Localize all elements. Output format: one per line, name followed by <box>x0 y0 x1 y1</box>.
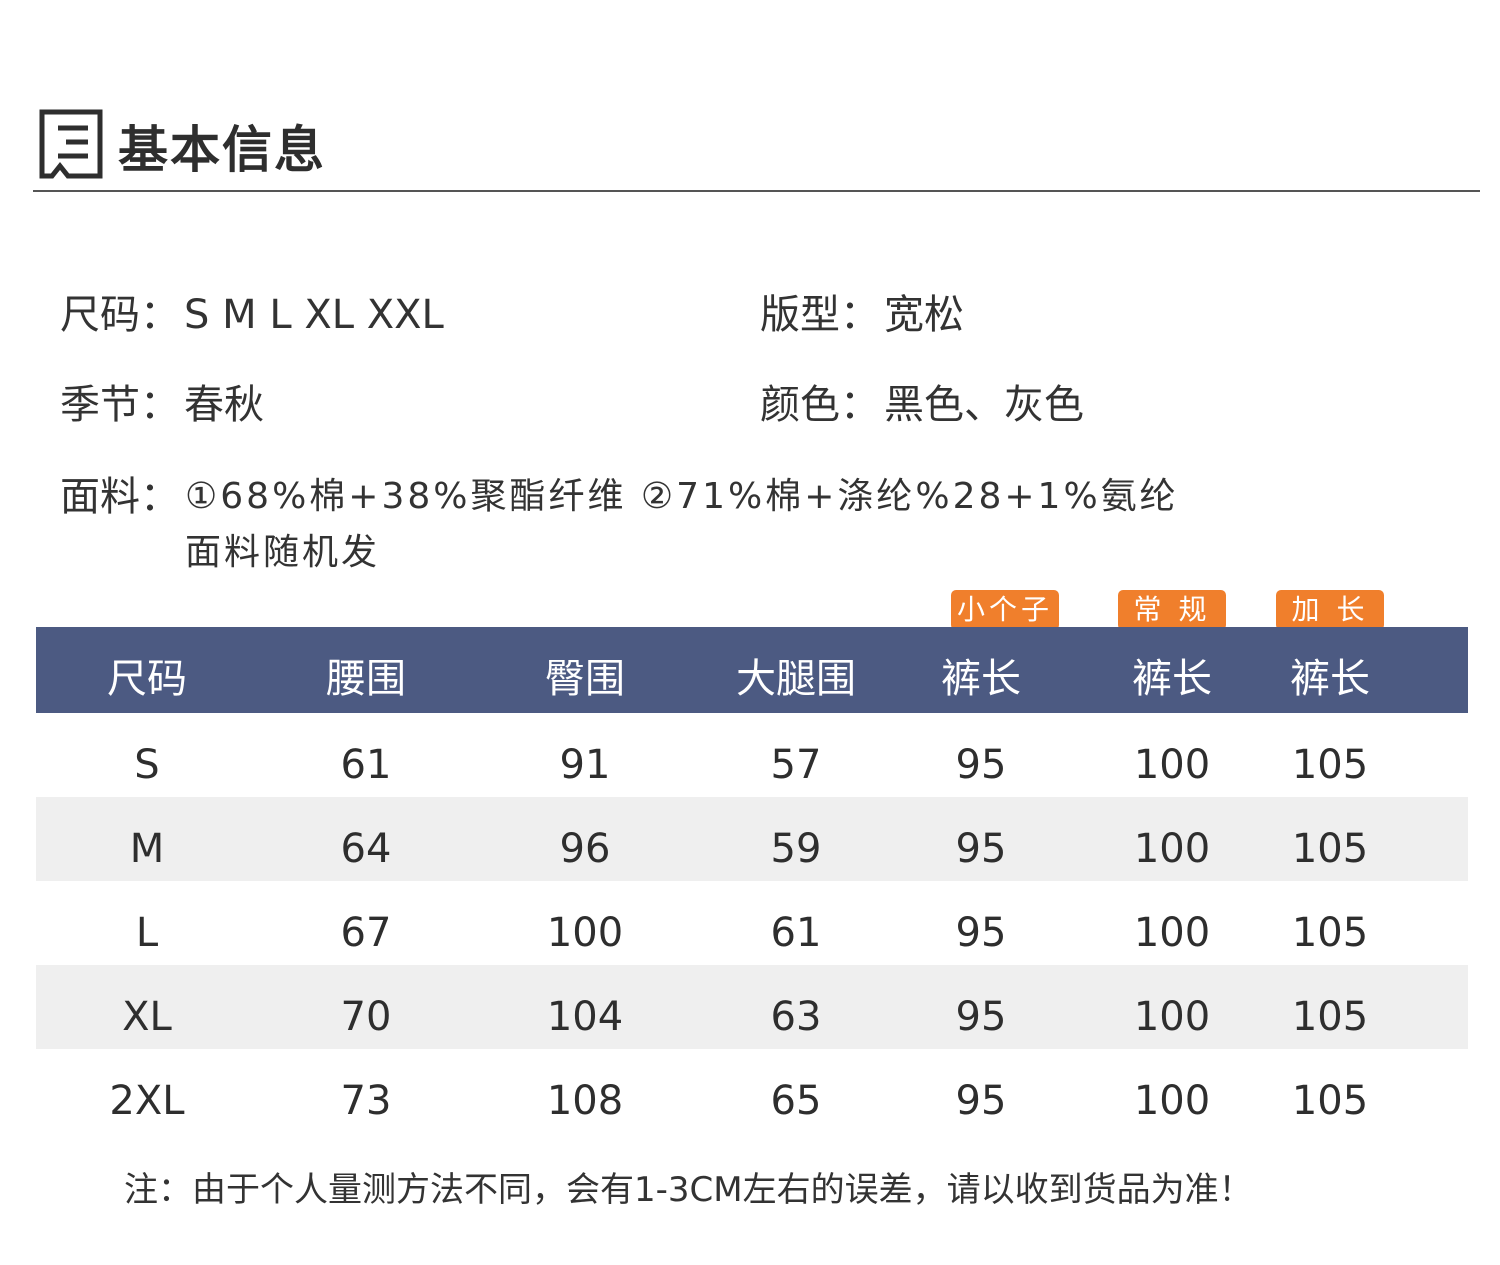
page-title: 基本信息 <box>118 121 326 179</box>
cell-length-regular: 100 <box>1133 1078 1211 1124</box>
cell-hip: 100 <box>546 910 624 956</box>
info-season-value: 春秋 <box>184 382 264 428</box>
header-length-regular: 裤长 <box>1132 656 1212 702</box>
info-color-value: 黑色、灰色 <box>884 382 1084 428</box>
cell-length-petite: 95 <box>955 910 1007 956</box>
cell-length-long: 105 <box>1291 826 1369 872</box>
cell-length-long: 105 <box>1291 742 1369 788</box>
info-color-label: 颜色： <box>760 382 880 428</box>
info-size: 尺码： S M L XL XXL <box>60 290 444 340</box>
cell-waist: 61 <box>340 742 392 788</box>
info-fit-label: 版型： <box>760 292 880 338</box>
info-color: 颜色： 黑色、灰色 <box>760 380 1084 430</box>
info-fabric-label: 面料： <box>60 474 180 520</box>
info-size-label: 尺码： <box>60 292 180 338</box>
table-header: 尺码 腰围 臀围 大腿围 裤长 裤长 裤长 <box>36 627 1468 713</box>
size-table: 尺码 腰围 臀围 大腿围 裤长 裤长 裤长 S 61 91 57 95 100 … <box>36 627 1468 1133</box>
cell-thigh: 57 <box>770 742 822 788</box>
header-waist: 腰围 <box>326 656 406 702</box>
cell-length-long: 105 <box>1291 1078 1369 1124</box>
header-hip: 臀围 <box>545 656 625 702</box>
cell-length-long: 105 <box>1291 994 1369 1040</box>
cell-waist: 67 <box>340 910 392 956</box>
tag-regular: 常 规 <box>1118 590 1226 642</box>
tag-petite: 小个子 <box>951 590 1059 642</box>
header-thigh: 大腿围 <box>736 656 856 702</box>
cell-length-petite: 95 <box>955 742 1007 788</box>
table-row: M 64 96 59 95 100 105 <box>36 797 1468 881</box>
cell-size: 2XL <box>109 1078 185 1124</box>
info-fabric-line1: ①68%棉+38%聚酯纤维 ②71%棉+涤纶%28+1%氨纶 <box>185 476 1179 517</box>
info-fabric-line2: 面料随机发 <box>185 532 381 573</box>
cell-hip: 104 <box>546 994 624 1040</box>
cell-waist: 73 <box>340 1078 392 1124</box>
cell-hip: 108 <box>546 1078 624 1124</box>
table-row: 2XL 73 108 65 95 100 105 <box>36 1049 1468 1133</box>
cell-length-petite: 95 <box>955 994 1007 1040</box>
cell-length-regular: 100 <box>1133 742 1211 788</box>
table-row: L 67 100 61 95 100 105 <box>36 881 1468 965</box>
info-fit-value: 宽松 <box>884 292 964 338</box>
cell-length-regular: 100 <box>1133 826 1211 872</box>
table-row: S 61 91 57 95 100 105 <box>36 713 1468 797</box>
cell-length-petite: 95 <box>955 1078 1007 1124</box>
cell-waist: 70 <box>340 994 392 1040</box>
cell-thigh: 65 <box>770 1078 822 1124</box>
table-row: XL 70 104 63 95 100 105 <box>36 965 1468 1049</box>
cell-length-petite: 95 <box>955 826 1007 872</box>
cell-hip: 96 <box>559 826 611 872</box>
section-header: 基本信息 <box>38 108 1480 182</box>
header-length-long: 裤长 <box>1290 656 1370 702</box>
tag-long: 加 长 <box>1276 590 1384 642</box>
info-season-label: 季节： <box>60 382 180 428</box>
measurement-note: 注：由于个人量测方法不同，会有1-3CM左右的误差，请以收到货品为准！ <box>124 1170 1253 1210</box>
cell-size: S <box>134 742 160 788</box>
cell-size: XL <box>122 994 172 1040</box>
header-length-petite: 裤长 <box>941 656 1021 702</box>
document-list-icon <box>39 109 103 179</box>
cell-hip: 91 <box>559 742 611 788</box>
cell-length-regular: 100 <box>1133 994 1211 1040</box>
info-season: 季节： 春秋 <box>60 380 264 430</box>
cell-size: L <box>135 910 159 956</box>
cell-thigh: 63 <box>770 994 822 1040</box>
cell-length-regular: 100 <box>1133 910 1211 956</box>
header-size: 尺码 <box>107 656 187 702</box>
info-fit: 版型： 宽松 <box>760 290 964 340</box>
cell-size: M <box>129 826 165 872</box>
cell-length-long: 105 <box>1291 910 1369 956</box>
cell-thigh: 61 <box>770 910 822 956</box>
header-divider <box>33 190 1480 192</box>
cell-waist: 64 <box>340 826 392 872</box>
cell-thigh: 59 <box>770 826 822 872</box>
info-size-value: S M L XL XXL <box>184 292 444 338</box>
